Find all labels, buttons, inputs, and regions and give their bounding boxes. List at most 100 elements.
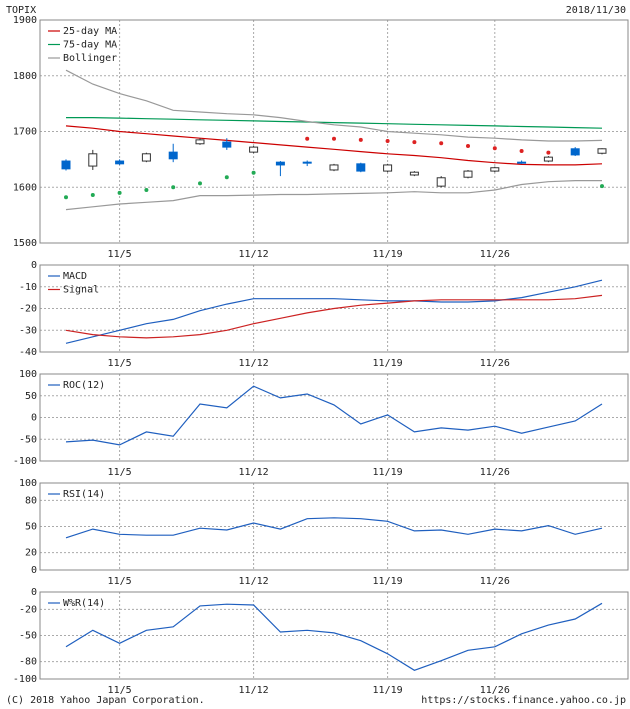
candle-body [463, 170, 473, 178]
candle-body [275, 161, 285, 166]
x-tick-label: 11/12 [239, 576, 269, 587]
series-line [65, 180, 602, 211]
y-tick-label: 100 [19, 478, 37, 489]
marker [90, 193, 95, 198]
plot-frame [39, 373, 629, 462]
legend-label: MACD [63, 271, 87, 282]
y-tick-label: -20 [19, 604, 37, 615]
marker [64, 195, 68, 200]
x-tick-label: 11/19 [373, 576, 403, 587]
candle-body [517, 161, 527, 164]
y-tick-label: 0 [31, 413, 37, 424]
x-tick-label: 11/12 [239, 467, 269, 478]
y-tick-label: -100 [13, 456, 37, 467]
plot-frame [39, 482, 629, 571]
y-tick-label: 0 [31, 587, 37, 598]
y-tick-label: 1900 [13, 15, 37, 26]
series-line [65, 279, 603, 344]
marker [412, 140, 417, 145]
candle-body [302, 161, 312, 164]
y-tick-label: 50 [25, 391, 37, 402]
legend-label: Bollinger [63, 53, 117, 64]
plot-frame [39, 19, 629, 244]
y-tick-label: 0 [31, 260, 37, 271]
copyright: (C) 2018 Yahoo Japan Corporation. [6, 695, 205, 706]
x-tick-label: 11/5 [108, 685, 132, 696]
series-line [65, 125, 603, 166]
legend-label: Signal [63, 285, 99, 296]
marker [251, 170, 256, 175]
plot-frame [39, 264, 629, 353]
y-tick-label: -100 [13, 674, 37, 685]
y-tick-label: 1800 [13, 71, 37, 82]
series-line [65, 294, 603, 339]
candle-body [168, 151, 178, 160]
legend-label: RSI(14) [63, 489, 105, 500]
marker [171, 185, 176, 190]
candle-body [570, 148, 580, 156]
marker [439, 141, 444, 146]
y-tick-label: -20 [19, 304, 37, 315]
candle-body [597, 148, 607, 154]
x-tick-label: 11/5 [108, 467, 132, 478]
y-tick-label: 50 [25, 522, 37, 533]
x-tick-label: 11/5 [108, 576, 132, 587]
candle-body [195, 139, 205, 145]
x-tick-label: 11/26 [480, 576, 510, 587]
x-tick-label: 11/26 [480, 358, 510, 369]
x-tick-label: 11/5 [108, 249, 132, 260]
marker [332, 136, 336, 141]
y-tick-label: -80 [19, 657, 37, 668]
marker [358, 137, 363, 142]
candle-body [490, 167, 500, 172]
legend-label: 25-day MA [63, 26, 117, 37]
x-tick-label: 11/26 [480, 249, 510, 260]
legend-label: W%R(14) [63, 598, 105, 609]
y-tick-label: 1700 [13, 127, 37, 138]
candle-body [88, 153, 98, 167]
source-url: https://stocks.finance.yahoo.co.jp [421, 695, 626, 706]
y-tick-label: -50 [19, 434, 37, 445]
y-tick-label: -30 [19, 325, 37, 336]
y-tick-label: 0 [31, 565, 37, 576]
candle-body [61, 160, 71, 170]
series-line [65, 602, 603, 671]
marker [466, 143, 470, 148]
x-tick-label: 11/19 [373, 685, 403, 696]
marker [385, 138, 390, 143]
y-tick-label: -50 [19, 631, 37, 642]
marker [198, 181, 202, 186]
series-line [66, 117, 603, 129]
marker [224, 175, 229, 180]
x-tick-label: 11/26 [480, 467, 510, 478]
y-tick-label: 100 [19, 369, 37, 380]
marker [117, 190, 122, 195]
legend-label: ROC(12) [63, 380, 105, 391]
candle-body [409, 171, 419, 176]
marker [144, 188, 149, 193]
marker [492, 146, 497, 151]
candle-body [249, 146, 259, 153]
x-tick-label: 11/12 [239, 249, 269, 260]
y-tick-label: 1500 [13, 238, 37, 249]
symbol: TOPIX [6, 5, 36, 16]
marker [546, 150, 551, 155]
x-tick-label: 11/5 [108, 358, 132, 369]
x-tick-label: 11/19 [373, 358, 403, 369]
x-tick-label: 11/12 [239, 358, 269, 369]
y-tick-label: 80 [25, 495, 37, 506]
x-tick-label: 11/19 [373, 249, 403, 260]
date: 2018/11/30 [566, 5, 626, 16]
candle-body [141, 153, 151, 162]
marker [519, 149, 524, 154]
plot-frame [39, 591, 629, 680]
candle-body [115, 160, 125, 165]
x-tick-label: 11/12 [239, 685, 269, 696]
candle-body [543, 156, 553, 162]
candle-body [329, 164, 339, 171]
y-tick-label: -40 [19, 347, 37, 358]
series-line [65, 517, 603, 539]
marker [600, 184, 604, 189]
x-tick-label: 11/19 [373, 467, 403, 478]
